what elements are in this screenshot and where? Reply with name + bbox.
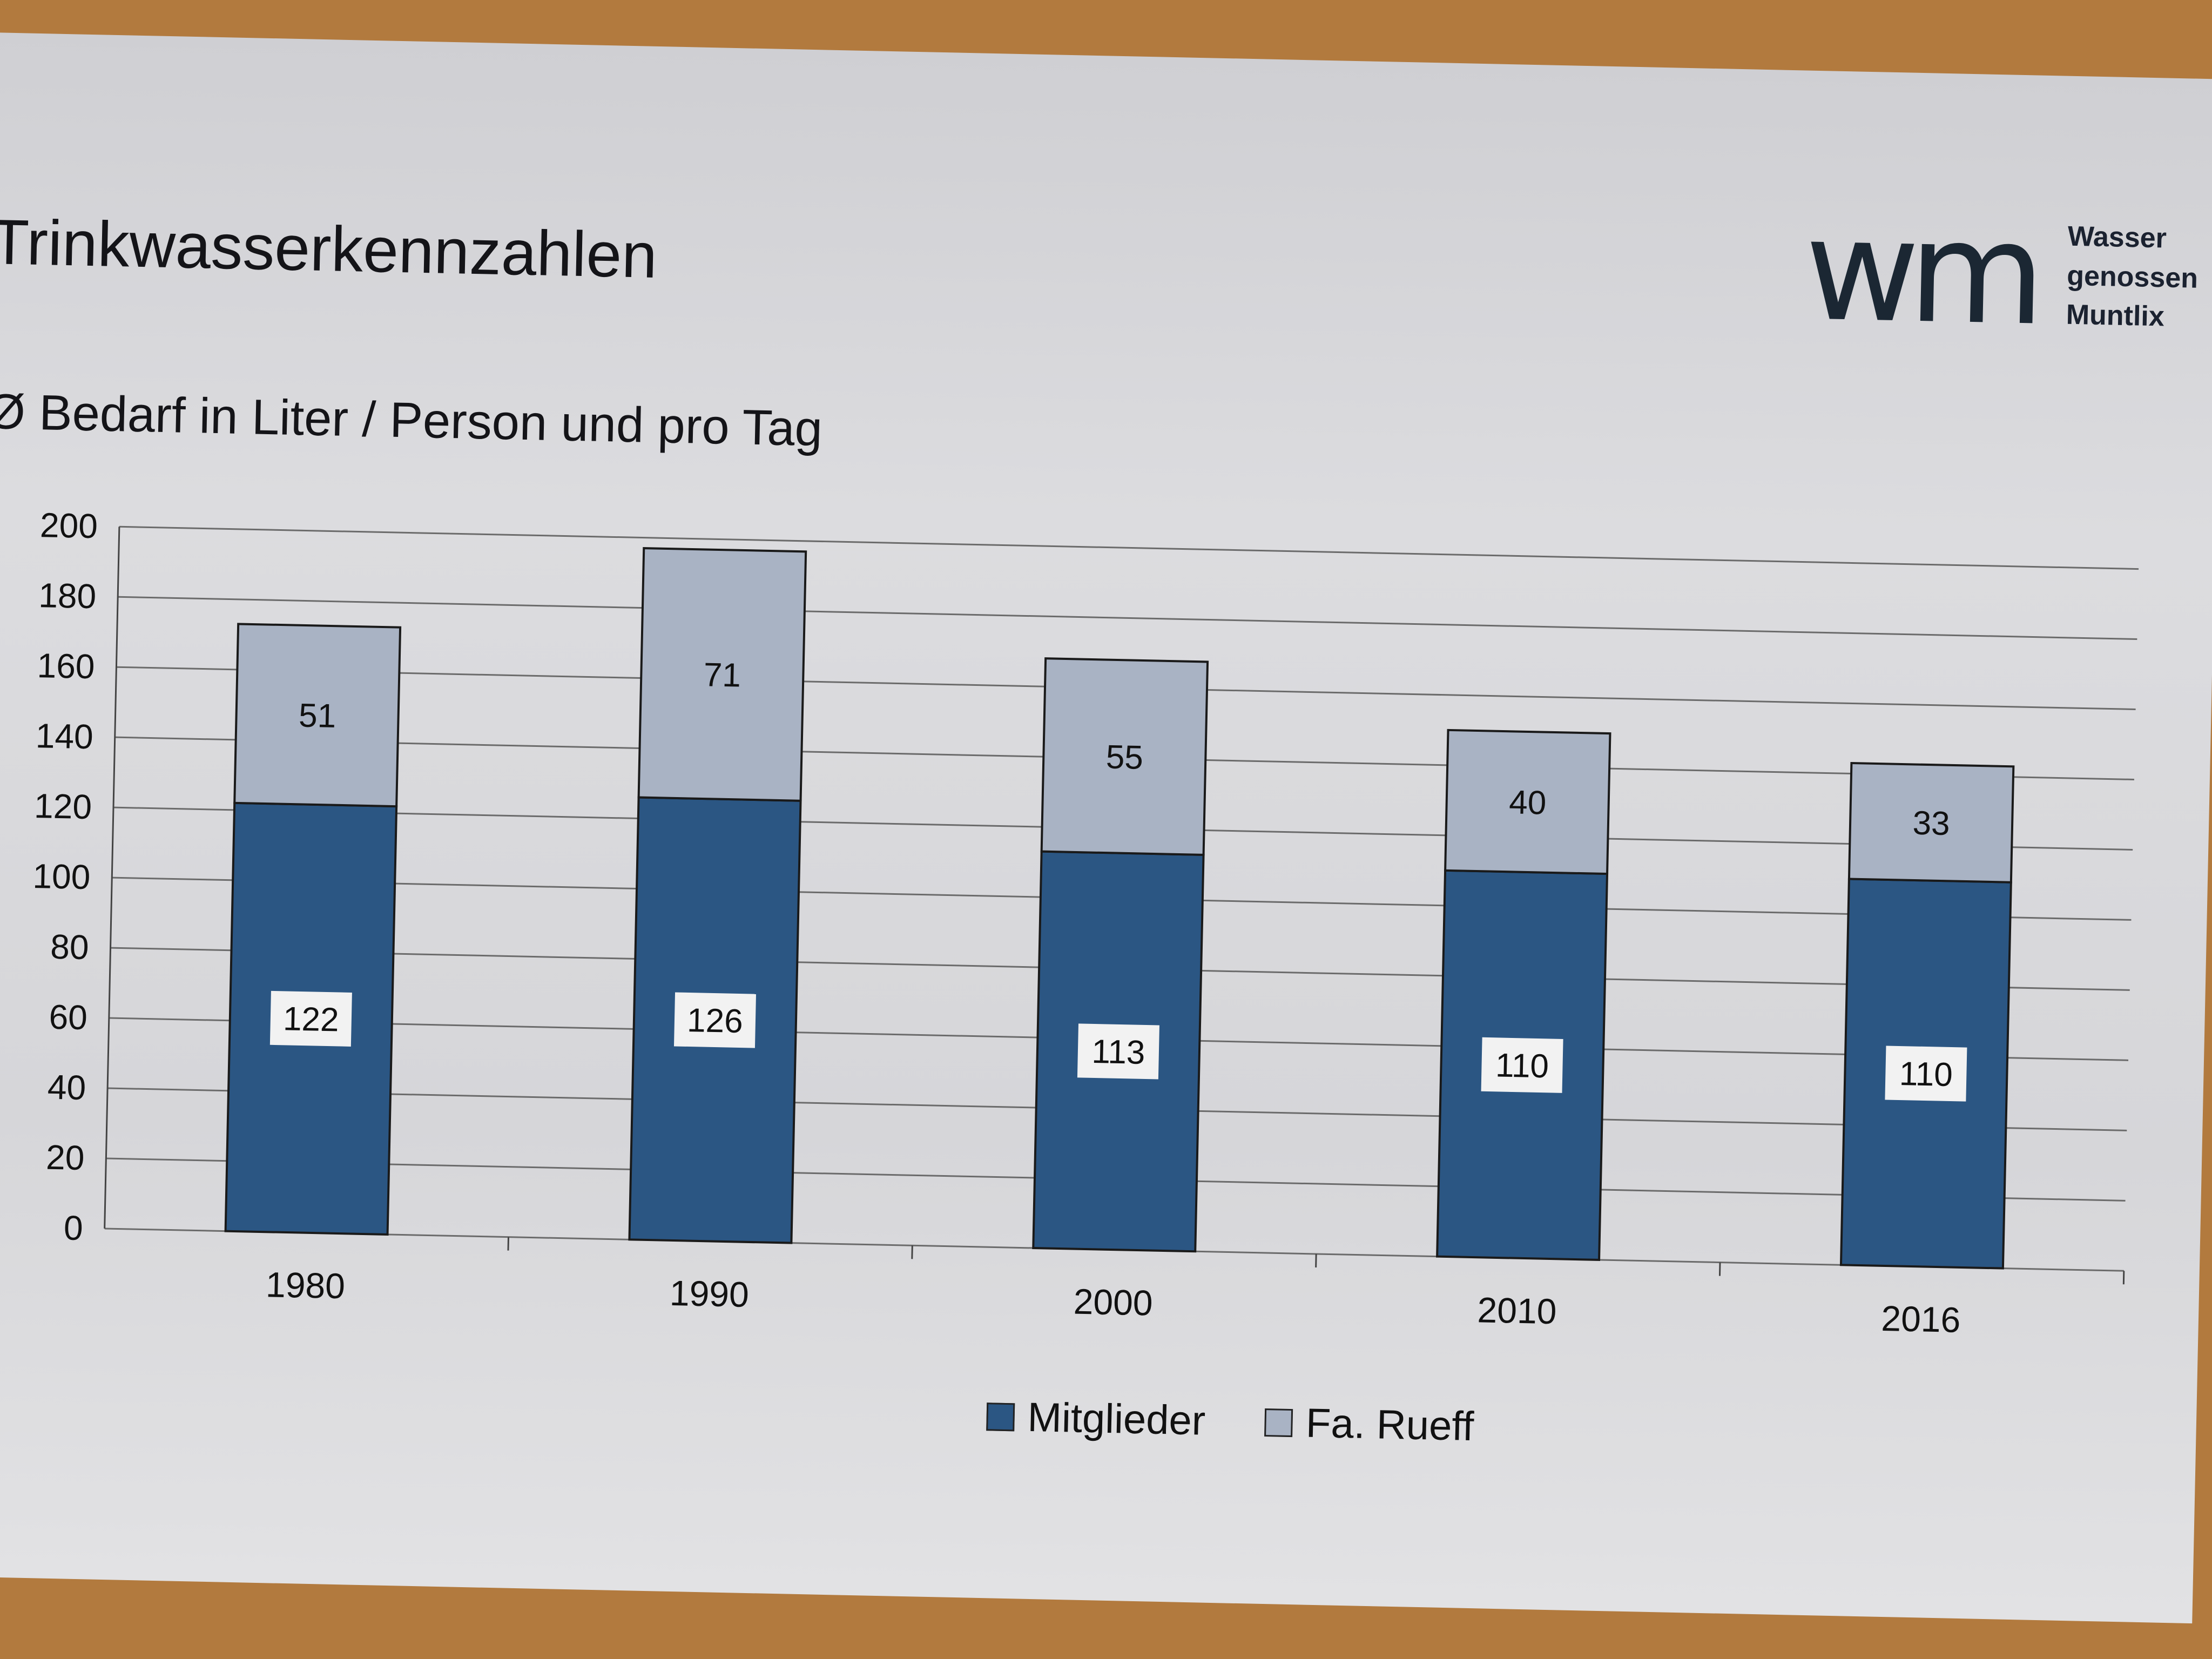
x-tick [911, 1245, 913, 1259]
legend-label: Mitglieder [1027, 1394, 1206, 1444]
stacked-bar-chart: 0 20 40 60 80 100 120 140 160 180 200 122 51 1980 126 7… [32, 505, 2139, 1340]
data-label: 126 [687, 1002, 744, 1040]
logo-mark: wm [1803, 188, 2036, 357]
logo: wm Wasser genossen Muntlix [1803, 188, 2200, 357]
y-tick-label: 200 [39, 505, 98, 545]
x-tick-label: 2010 [1477, 1290, 1557, 1331]
x-tick [1718, 1262, 1721, 1276]
gridline [119, 525, 2139, 570]
y-tick-label: 60 [49, 997, 88, 1037]
data-label-box [673, 992, 757, 1048]
logo-text: Wasser genossen Muntlix [2066, 217, 2199, 337]
data-label: 51 [298, 697, 336, 735]
y-tick-label: 140 [35, 716, 93, 756]
data-label: 122 [282, 1000, 339, 1038]
legend-swatch [986, 1402, 1015, 1431]
legend-item-mitglieder: Mitglieder [986, 1393, 1206, 1444]
bar-rueff [1444, 729, 1611, 875]
legend-item-rueff: Fa. Rueff [1264, 1399, 1474, 1450]
x-tick-label: 1980 [265, 1264, 345, 1306]
logo-line: Muntlix [2066, 299, 2165, 333]
data-label-box [1885, 1046, 1967, 1102]
data-label: 40 [1509, 784, 1547, 821]
bar-rueff [637, 547, 807, 802]
data-label-box [1481, 1037, 1563, 1093]
bar-rueff [233, 623, 402, 808]
x-tick-label: 2016 [1881, 1298, 1961, 1340]
logo-line: Wasser [2067, 220, 2167, 254]
data-label: 113 [1091, 1033, 1145, 1071]
y-tick-label: 100 [32, 857, 91, 896]
data-label-box [269, 990, 352, 1047]
y-axis [104, 527, 120, 1229]
data-label: 33 [1912, 805, 1950, 842]
y-tick-label: 180 [38, 576, 97, 616]
logo-line: genossen [2066, 260, 2198, 294]
data-label: 110 [1899, 1055, 1953, 1094]
poster: Trinkwasserkennzahlen Ø Bedarf in Liter … [0, 32, 2212, 1624]
x-tick-label: 1990 [669, 1273, 749, 1314]
x-tick [507, 1237, 509, 1251]
legend: Mitglieder Fa. Rueff [986, 1393, 1474, 1450]
y-tick-label: 40 [47, 1068, 86, 1107]
data-label: 110 [1495, 1047, 1549, 1085]
y-tick-label: 160 [37, 646, 95, 686]
x-tick-label: 2000 [1073, 1282, 1153, 1323]
y-tick-label: 20 [45, 1138, 85, 1177]
data-label: 71 [703, 656, 741, 694]
x-tick [2122, 1271, 2125, 1285]
bar-rueff [1847, 761, 2015, 884]
legend-label: Fa. Rueff [1305, 1400, 1475, 1450]
chart-subtitle: Ø Bedarf in Liter / Person und pro Tag [0, 384, 823, 457]
gridline [118, 596, 2137, 640]
data-label: 55 [1105, 738, 1143, 776]
page-title: Trinkwasserkennzahlen [0, 206, 658, 292]
y-tick-label: 80 [50, 927, 90, 967]
y-tick-label: 120 [33, 786, 92, 826]
y-tick-label: 0 [63, 1208, 83, 1247]
data-label-box [1077, 1023, 1159, 1080]
legend-swatch [1264, 1408, 1293, 1437]
x-tick [1315, 1253, 1317, 1267]
bar-rueff [1040, 657, 1209, 856]
